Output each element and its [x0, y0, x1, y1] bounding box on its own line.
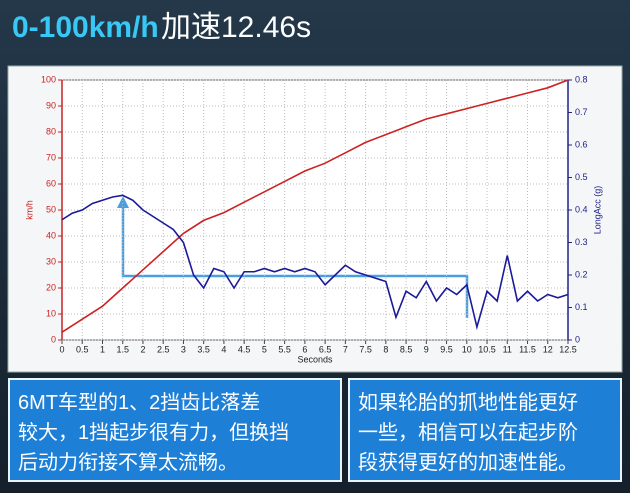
caption-line: 段获得更好的加速性能。 [358, 452, 578, 474]
x-tick-label: 0 [59, 344, 64, 354]
y2-tick-label: 0.5 [575, 172, 588, 182]
caption-left: 6MT车型的1、2挡齿比落差 较大，1挡起步很有力，但换挡 后动力衔接不算太流畅… [8, 378, 342, 482]
title-highlight: 0-100km/h [12, 11, 159, 44]
y2-tick-label: 0.3 [575, 237, 588, 247]
x-tick-label: 10 [462, 344, 472, 354]
x-axis-label: Seconds [297, 354, 333, 364]
y-tick-label: 70 [46, 152, 56, 162]
x-tick-label: 8 [383, 344, 388, 354]
y-tick-label: 10 [46, 308, 56, 318]
x-tick-label: 12 [543, 344, 553, 354]
x-tick-label: 1.5 [116, 344, 129, 354]
x-tick-label: 7.5 [359, 344, 372, 354]
caption-line: 一些，相信可以在起步阶 [358, 422, 578, 444]
y2-tick-label: 0.1 [575, 302, 588, 312]
y-tick-label: 20 [46, 282, 56, 292]
y2-tick-label: 0 [575, 334, 580, 344]
header: 0-100km/h 加速12.46s [0, 0, 630, 56]
x-tick-label: 1 [100, 344, 105, 354]
title-rest: 加速12.46s [161, 11, 312, 44]
caption-line: 如果轮胎的抓地性能更好 [358, 392, 578, 414]
x-tick-label: 3.5 [197, 344, 210, 354]
x-tick-label: 8.5 [400, 344, 413, 354]
y-tick-label: 100 [41, 74, 56, 84]
y-tick-label: 80 [46, 126, 56, 136]
x-tick-label: 2.5 [157, 344, 170, 354]
x-tick-label: 7 [343, 344, 348, 354]
x-tick-label: 0.5 [76, 344, 89, 354]
caption-right: 如果轮胎的抓地性能更好 一些，相信可以在起步阶 段获得更好的加速性能。 [348, 378, 622, 482]
x-tick-label: 4.5 [238, 344, 251, 354]
chart: Seconds km/h LongAcc (g) 0 0.5 1 1.5 2 2.5 3 3.… [7, 65, 623, 373]
y-tick-label: 60 [46, 178, 56, 188]
series-line [61, 79, 569, 333]
y2-tick-label: 0.4 [575, 204, 588, 214]
y-tick-label: 90 [46, 100, 56, 110]
x-tick-label: 9 [424, 344, 429, 354]
x-tick-label: 6.5 [319, 344, 332, 354]
x-tick-label: 4 [221, 344, 226, 354]
y-axis-label: km/h [24, 200, 34, 220]
y2-tick-label: 0.6 [575, 139, 588, 149]
y2-tick-label: 0.2 [575, 269, 588, 279]
x-tick-label: 2 [140, 344, 145, 354]
y2-tick-label: 0.7 [575, 107, 588, 117]
series-line [61, 194, 569, 331]
caption-line: 后动力衔接不算太流畅。 [18, 452, 238, 474]
x-tick-label: 12.5 [559, 344, 577, 354]
x-tick-label: 9.5 [440, 344, 453, 354]
y-tick-label: 50 [46, 204, 56, 214]
caption-line: 较大，1挡起步很有力，但换挡 [18, 422, 290, 444]
x-tick-label: 5.5 [278, 344, 291, 354]
x-tick-label: 10.5 [478, 344, 496, 354]
x-tick-label: 11 [503, 344, 512, 354]
y-tick-label: 30 [46, 256, 56, 266]
x-tick-label: 11.5 [519, 344, 536, 354]
y-tick-label: 40 [46, 230, 56, 240]
y-tick-label: 0 [51, 334, 56, 344]
y2-axis-label: LongAcc (g) [592, 186, 602, 235]
caption-line: 6MT车型的1、2挡齿比落差 [18, 392, 261, 414]
x-tick-label: 5 [262, 344, 267, 354]
x-tick-label: 6 [302, 344, 307, 354]
x-tick-label: 3 [181, 344, 186, 354]
y2-tick-label: 0.8 [575, 74, 588, 84]
